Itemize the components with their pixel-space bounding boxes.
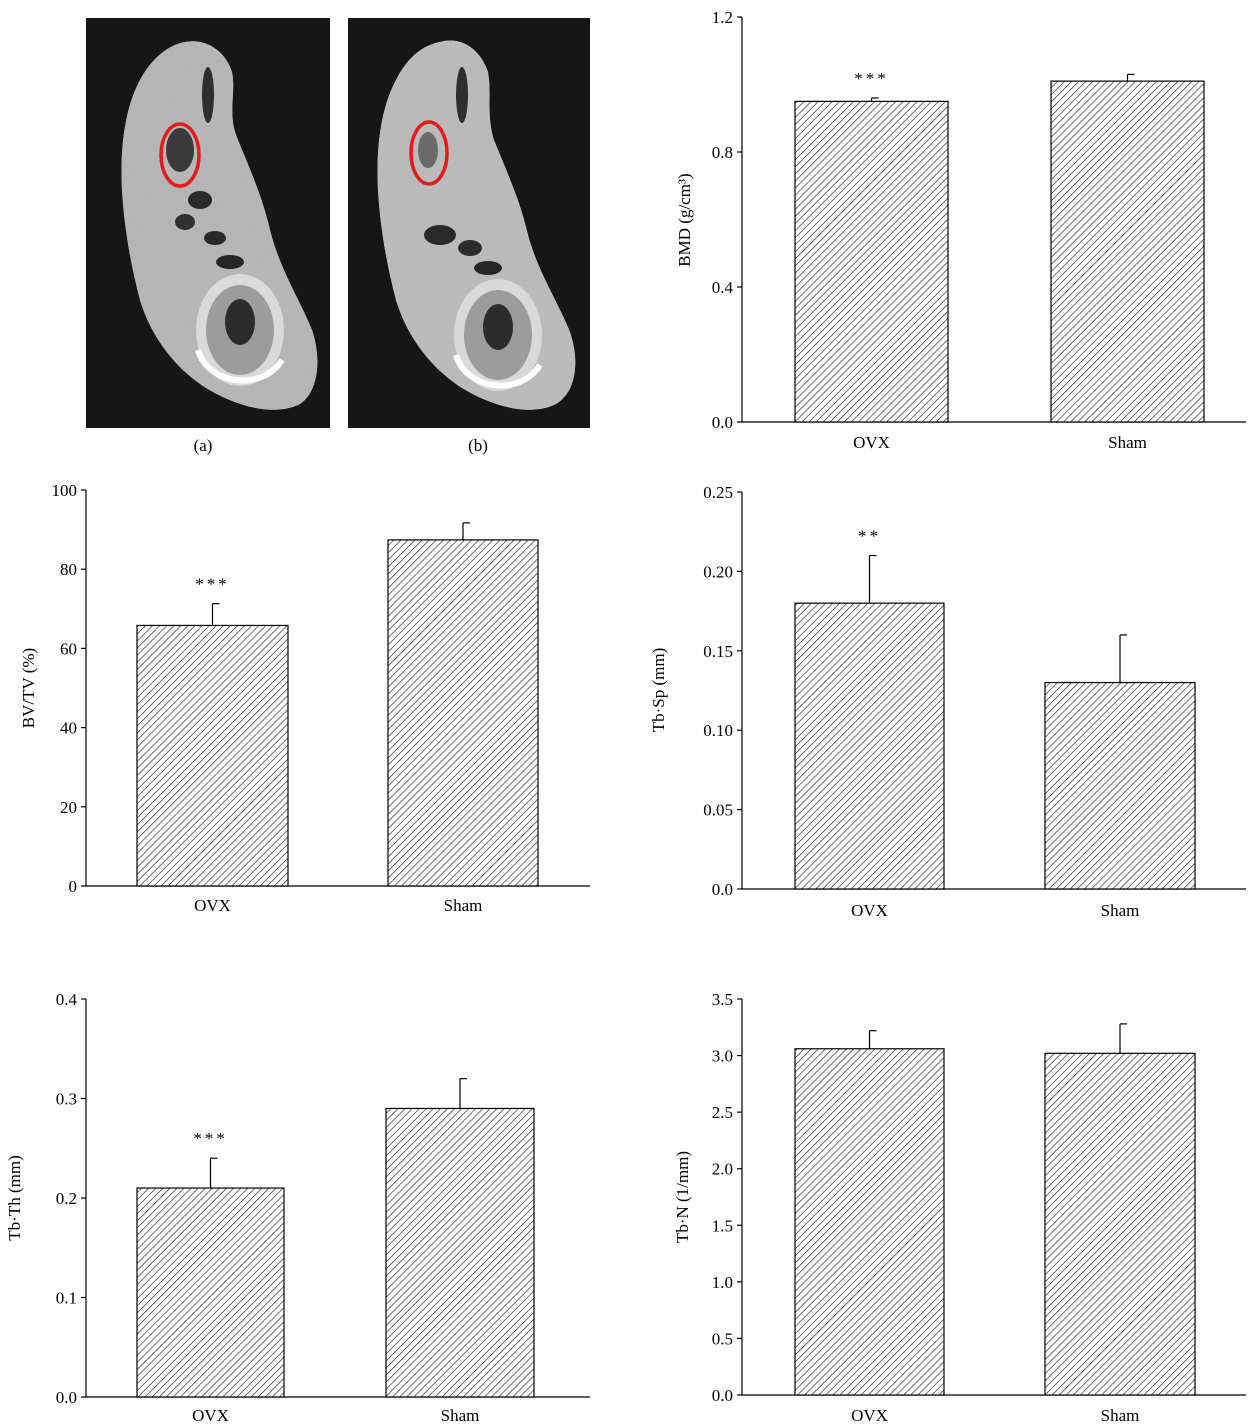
y-tick-label: 1.0	[712, 1273, 733, 1292]
y-axis-title: BV/TV (%)	[19, 648, 38, 728]
bar-ovx	[136, 1187, 285, 1398]
roi-ellipse-b	[409, 120, 449, 186]
panel-label-a: (a)	[194, 436, 213, 455]
y-tick-label: 0.2	[56, 1189, 77, 1208]
y-axis-title: Tb·Th (mm)	[5, 1155, 24, 1240]
bar-sham	[387, 539, 539, 887]
bmd-chart: 0.0 0.4 0.8 1.2 BMD (g/cm³) *** OVX Sham	[675, 8, 1246, 452]
y-tick-label: 0.5	[712, 1329, 733, 1348]
y-tick-label: 0.4	[56, 990, 78, 1009]
y-tick-label: 0.4	[712, 278, 734, 297]
y-tick-label: 80	[60, 560, 77, 579]
micro-ct-image-a	[86, 18, 330, 428]
y-tick-label: 0.0	[712, 880, 733, 899]
y-tick-label: 1.2	[712, 8, 733, 27]
bv-tv-chart: 0 20 40 60 80 100 BV/TV (%) *** OVX Sham	[19, 481, 590, 915]
tb-th-chart: 0.0 0.1 0.2 0.3 0.4 Tb·Th (mm) *** OVX Sham	[5, 990, 590, 1425]
bar-sham	[1044, 681, 1196, 890]
y-tick-label: 0.8	[712, 143, 733, 162]
category-label: OVX	[851, 901, 888, 920]
category-label: Sham	[444, 896, 483, 915]
y-tick-label: 0.3	[56, 1090, 77, 1109]
y-tick-label: 0.05	[703, 801, 733, 820]
roi-ellipse-a	[159, 122, 201, 188]
bar-ovx	[136, 624, 289, 887]
y-tick-label: 100	[52, 481, 78, 500]
y-tick-label: 40	[60, 719, 77, 738]
y-tick-label: 0.1	[56, 1289, 77, 1308]
panel-label-b: (b)	[468, 436, 488, 455]
bar-ovx	[794, 100, 949, 423]
y-axis-title: BMD (g/cm³)	[675, 173, 694, 266]
y-tick-label: 3.5	[712, 990, 733, 1009]
category-label: Sham	[1108, 433, 1147, 452]
y-tick-label: 3.0	[712, 1047, 733, 1066]
bar-ovx	[794, 602, 945, 890]
y-tick-label: 20	[60, 798, 77, 817]
y-tick-label: 0.10	[703, 721, 733, 740]
category-label: OVX	[853, 433, 890, 452]
y-tick-label: 0.25	[703, 483, 733, 502]
bar-sham	[1044, 1052, 1196, 1396]
significance-marker: ***	[854, 69, 889, 88]
y-tick-label: 0.0	[712, 1386, 733, 1405]
category-label: Sham	[1101, 901, 1140, 920]
significance-marker: **	[858, 527, 881, 546]
bar-sham	[1050, 80, 1205, 423]
bar-sham	[385, 1107, 535, 1398]
tb-sp-chart: 0.0 0.05 0.10 0.15 0.20 0.25 Tb·Sp (mm) ** OVX Sh…	[649, 483, 1246, 920]
significance-marker: ***	[193, 1129, 228, 1148]
y-axis-title: Tb·N (1/mm)	[673, 1151, 692, 1243]
category-label: Sham	[1101, 1406, 1140, 1425]
y-tick-label: 0.0	[712, 413, 733, 432]
micro-ct-image-b	[348, 18, 590, 428]
bar-ovx	[794, 1048, 945, 1396]
category-label: OVX	[851, 1406, 888, 1425]
category-label: Sham	[441, 1406, 480, 1425]
y-tick-label: 0.20	[703, 562, 733, 581]
y-axis-title: Tb·Sp (mm)	[649, 648, 668, 733]
y-tick-label: 0.15	[703, 642, 733, 661]
y-tick-label: 2.5	[712, 1103, 733, 1122]
y-tick-label: 0.0	[56, 1388, 77, 1407]
y-tick-label: 1.5	[712, 1216, 733, 1235]
category-label: OVX	[194, 896, 231, 915]
category-label: OVX	[192, 1406, 229, 1425]
y-tick-label: 0	[69, 877, 78, 896]
tb-n-chart: 0.0 0.5 1.0 1.5 2.0 2.5 3.0 3.5 Tb·N (1/mm) OVX Sh…	[673, 990, 1246, 1425]
y-tick-label: 2.0	[712, 1160, 733, 1179]
significance-marker: ***	[195, 575, 230, 594]
y-tick-label: 60	[60, 639, 77, 658]
